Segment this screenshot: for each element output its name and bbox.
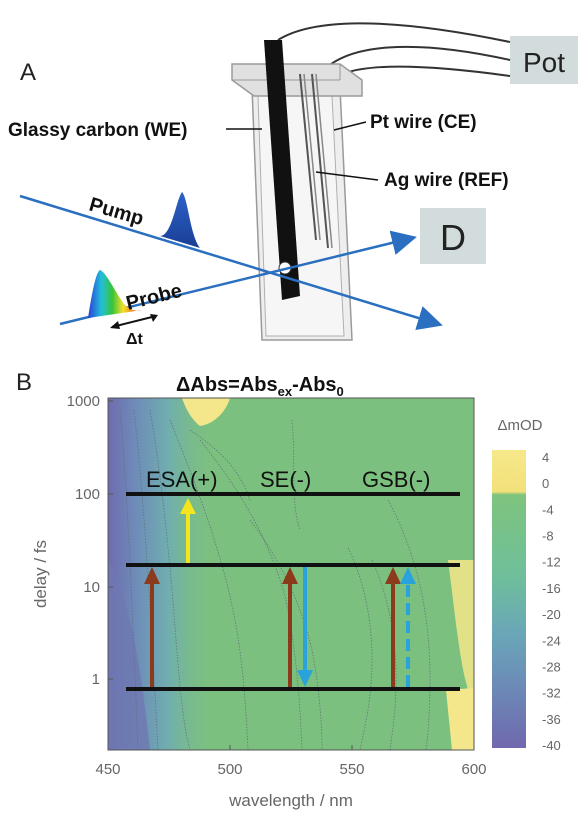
colorbar-label: ΔmOD bbox=[497, 417, 542, 434]
label-probe: Probe bbox=[124, 280, 184, 315]
label-delay: Δt bbox=[126, 331, 144, 348]
label-se: SE(-) bbox=[260, 467, 311, 492]
detector-label: D bbox=[440, 217, 466, 258]
pt-wire bbox=[311, 73, 329, 249]
label-gsb: GSB(-) bbox=[362, 467, 430, 492]
gsb-arrow bbox=[400, 567, 416, 687]
x-axis: 450 500 550 600 bbox=[95, 745, 487, 778]
y-tick-10: 10 bbox=[83, 579, 100, 596]
probe-pulse bbox=[88, 270, 142, 318]
x-tick-550: 550 bbox=[339, 761, 364, 778]
heatmap-high-top bbox=[182, 398, 230, 426]
colorbar-tick: -36 bbox=[542, 712, 561, 727]
panel-b: B ΔAbs=Absex-Abs0 bbox=[16, 369, 561, 810]
potentiostat-label: Pot bbox=[523, 47, 565, 78]
colorbar-bar bbox=[492, 450, 526, 748]
heatmap-high-right bbox=[448, 560, 474, 700]
x-tick-450: 450 bbox=[95, 761, 120, 778]
colorbar-tick: 4 bbox=[542, 450, 549, 465]
x-tick-600: 600 bbox=[461, 761, 486, 778]
label-esa: ESA(+) bbox=[146, 467, 218, 492]
excitation-arrow-1 bbox=[144, 567, 160, 687]
delay-arrow bbox=[111, 315, 157, 328]
label-counter-electrode: Pt wire (CE) bbox=[370, 112, 477, 133]
colorbar-tick: -16 bbox=[542, 581, 561, 596]
excitation-arrow-2 bbox=[282, 567, 298, 687]
label-working-electrode: Glassy carbon (WE) bbox=[8, 120, 188, 141]
pump-pulse bbox=[160, 192, 200, 248]
ag-wire bbox=[299, 73, 317, 241]
colorbar-tick: -32 bbox=[542, 686, 561, 701]
colorbar-tick: -12 bbox=[542, 555, 561, 570]
contour-lines bbox=[119, 409, 431, 751]
colorbar-ticks: 4 0 -4 -8 -12 -16 -20 -24 -28 -32 -36 -40 bbox=[542, 450, 561, 753]
detector-box bbox=[420, 208, 486, 264]
y-tick-1: 1 bbox=[92, 671, 100, 688]
colorbar-tick: -20 bbox=[542, 607, 561, 622]
colorbar-tick: 0 bbox=[542, 476, 549, 491]
wire-we bbox=[277, 22, 511, 43]
label-reference-electrode: Ag wire (REF) bbox=[384, 170, 509, 191]
glassy-carbon-electrode bbox=[264, 40, 300, 300]
se-arrow bbox=[297, 567, 313, 687]
x-axis-label: wavelength / nm bbox=[228, 791, 353, 810]
panel-a-letter: A bbox=[20, 59, 36, 86]
y-tick-100: 100 bbox=[75, 486, 100, 503]
colorbar-tick: -8 bbox=[542, 529, 554, 544]
colorbar-tick: -28 bbox=[542, 659, 561, 674]
chart-title: ΔAbs=Absex-Abs0 bbox=[176, 374, 344, 399]
colorbar: ΔmOD 4 0 -4 -8 -12 -16 -20 -24 -28 -32 -36 -40 bbox=[492, 417, 561, 753]
colorbar-tick: -40 bbox=[542, 738, 561, 753]
x-tick-500: 500 bbox=[217, 761, 242, 778]
colorbar-tick: -24 bbox=[542, 633, 561, 648]
pump-beam bbox=[19, 194, 443, 331]
potentiostat-box bbox=[510, 36, 578, 84]
y-axis: 1000 100 10 1 bbox=[67, 393, 113, 688]
panel-b-letter: B bbox=[16, 369, 32, 396]
y-axis-label: delay / fs bbox=[31, 540, 50, 608]
excitation-arrow-3 bbox=[385, 567, 401, 687]
panel-a: A Pot D Glassy carbon (WE) Pt wire (CE) … bbox=[8, 22, 578, 348]
y-tick-1000: 1000 bbox=[67, 393, 100, 410]
esa-arrow bbox=[180, 498, 196, 563]
colorbar-tick: -4 bbox=[542, 502, 554, 517]
heatmap-low-blob bbox=[108, 560, 150, 750]
